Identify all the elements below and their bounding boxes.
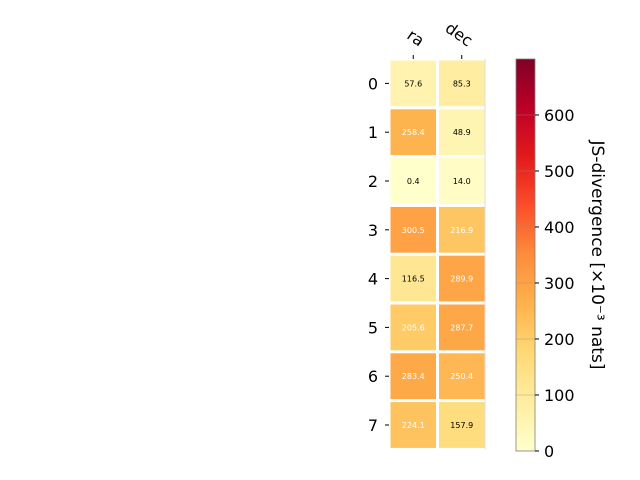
cell-value-label: 116.5 xyxy=(402,275,425,284)
heatmap-cell xyxy=(390,158,436,204)
row-tick-label: 1 xyxy=(368,123,378,142)
heatmap-cell xyxy=(439,109,485,156)
row-tick-label: 5 xyxy=(368,318,378,337)
heatmap-cell xyxy=(439,304,485,351)
row-tick-label: 7 xyxy=(368,416,378,435)
row-tick-label: 2 xyxy=(368,172,378,191)
heatmap-cell xyxy=(390,304,436,351)
cell-value-label: 0.4 xyxy=(407,177,420,186)
heatmap-cell xyxy=(390,402,436,448)
heatmap-cell xyxy=(390,353,436,400)
colorbar-title: JS-divergence [×10⁻³ nats] xyxy=(587,140,607,370)
heatmap-cells: 57.6 85.3 258.4 48.9 0.4 14.0 300.5 216.9 116.5 2… xyxy=(390,60,485,448)
colorbar-tick-label: 0 xyxy=(544,442,554,461)
cell-value-label: 157.9 xyxy=(450,421,473,430)
colorbar-tick-label: 500 xyxy=(544,162,575,181)
heatmap-cell xyxy=(439,158,485,204)
heatmap-cell xyxy=(390,60,436,107)
heatmap-cell xyxy=(390,206,436,253)
row-tick-label: 4 xyxy=(368,270,378,289)
cell-value-label: 289.9 xyxy=(450,275,473,284)
cell-value-label: 258.4 xyxy=(402,128,425,137)
heatmap-cell xyxy=(439,353,485,400)
heatmap-cell xyxy=(390,109,436,156)
colorbar: 0 100 200 300 400 500 600 JS-divergence [×10⁻³ … xyxy=(515,58,607,461)
cell-value-label: 85.3 xyxy=(453,79,471,88)
colorbar-tick-label: 600 xyxy=(544,106,575,125)
heatmap-cell xyxy=(439,402,485,448)
column-tick-label: ra xyxy=(404,25,428,50)
heatmap-cell xyxy=(390,255,436,302)
row-tick-label: 6 xyxy=(368,367,378,386)
colorbar-tick-label: 400 xyxy=(544,218,575,237)
cell-value-label: 205.6 xyxy=(402,323,425,332)
colorbar-tick-label: 100 xyxy=(544,386,575,405)
heatmap-cell xyxy=(439,206,485,253)
cell-value-label: 48.9 xyxy=(453,128,471,137)
cell-value-label: 283.4 xyxy=(402,372,425,381)
colorbar-tick-label: 300 xyxy=(544,274,575,293)
cell-value-label: 14.0 xyxy=(453,177,471,186)
row-tick-label: 3 xyxy=(368,221,378,240)
cell-value-label: 300.5 xyxy=(402,226,425,235)
heatmap-cell xyxy=(439,255,485,302)
row-tick-label: 0 xyxy=(368,74,378,93)
cell-value-label: 287.7 xyxy=(450,323,473,332)
colorbar-tick-label: 200 xyxy=(544,330,575,349)
cell-value-label: 250.4 xyxy=(450,372,473,381)
colorbar-gradient xyxy=(515,58,536,452)
cell-value-label: 57.6 xyxy=(404,79,422,88)
cell-value-label: 224.1 xyxy=(402,421,425,430)
cell-value-label: 216.9 xyxy=(450,226,473,235)
column-tick-label: dec xyxy=(442,18,476,50)
heatmap-cell xyxy=(439,60,485,107)
